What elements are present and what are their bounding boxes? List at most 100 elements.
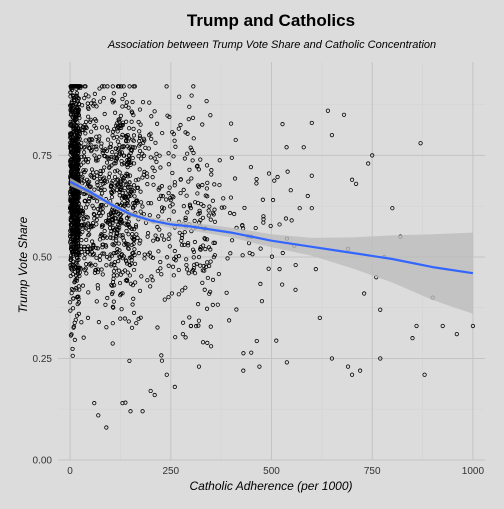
data-point bbox=[172, 183, 177, 188]
data-point bbox=[205, 180, 210, 185]
data-point bbox=[176, 292, 181, 297]
data-point bbox=[81, 217, 86, 222]
data-point bbox=[119, 125, 124, 131]
data-point bbox=[166, 162, 171, 167]
data-point bbox=[164, 372, 169, 377]
data-point bbox=[119, 307, 124, 312]
data-point bbox=[191, 84, 196, 89]
data-point bbox=[68, 300, 73, 305]
data-point bbox=[94, 144, 99, 149]
data-point bbox=[151, 182, 156, 187]
data-point bbox=[129, 242, 134, 248]
data-point bbox=[128, 409, 133, 414]
data-point bbox=[101, 95, 106, 101]
data-point bbox=[69, 172, 74, 177]
data-point bbox=[171, 256, 177, 261]
data-point bbox=[130, 187, 135, 193]
data-point bbox=[166, 151, 171, 156]
data-point bbox=[313, 267, 318, 272]
data-point bbox=[69, 267, 74, 272]
data-point bbox=[158, 266, 163, 271]
data-point bbox=[148, 388, 153, 394]
data-point bbox=[159, 353, 164, 358]
data-point bbox=[88, 173, 93, 178]
data-point bbox=[99, 202, 105, 208]
data-point bbox=[148, 254, 153, 259]
data-point bbox=[215, 302, 220, 307]
data-point bbox=[166, 191, 171, 196]
data-point bbox=[270, 197, 276, 203]
data-point bbox=[74, 231, 80, 236]
data-point bbox=[107, 225, 113, 231]
data-point bbox=[232, 211, 237, 217]
data-point bbox=[165, 113, 170, 118]
data-point bbox=[138, 142, 143, 147]
data-point bbox=[114, 231, 119, 236]
data-point bbox=[259, 299, 265, 304]
data-point bbox=[131, 144, 136, 150]
data-point bbox=[91, 206, 96, 211]
data-point bbox=[148, 284, 153, 289]
data-point bbox=[178, 177, 183, 182]
data-point bbox=[146, 201, 151, 206]
data-point bbox=[145, 231, 151, 236]
data-point bbox=[104, 244, 109, 249]
data-point bbox=[191, 255, 196, 260]
data-point bbox=[140, 99, 146, 105]
data-point bbox=[102, 187, 107, 192]
data-point bbox=[145, 278, 150, 283]
data-point bbox=[274, 338, 279, 343]
data-point bbox=[123, 194, 128, 199]
data-point bbox=[209, 168, 214, 173]
data-point bbox=[103, 147, 108, 152]
data-point bbox=[266, 171, 272, 176]
data-point bbox=[196, 364, 202, 369]
data-point bbox=[93, 125, 99, 131]
data-point bbox=[110, 129, 116, 134]
y-tick-label: 0.75 bbox=[33, 151, 53, 162]
data-point bbox=[203, 193, 208, 198]
data-point bbox=[118, 212, 124, 217]
data-point bbox=[418, 141, 423, 146]
data-point bbox=[107, 164, 112, 169]
data-point bbox=[200, 182, 205, 188]
data-point bbox=[148, 131, 153, 136]
data-point bbox=[74, 217, 79, 222]
data-point bbox=[128, 151, 133, 156]
data-point bbox=[184, 262, 189, 268]
data-point bbox=[94, 255, 99, 260]
data-point bbox=[94, 299, 99, 304]
data-point bbox=[228, 195, 234, 200]
data-point bbox=[182, 230, 187, 235]
data-point bbox=[225, 256, 230, 261]
data-point bbox=[82, 96, 87, 101]
data-point bbox=[141, 172, 146, 177]
data-point bbox=[329, 133, 335, 138]
data-point bbox=[161, 206, 167, 211]
data-point bbox=[122, 203, 127, 208]
data-point bbox=[358, 368, 363, 373]
data-point bbox=[97, 134, 102, 139]
data-point bbox=[133, 280, 138, 285]
data-point bbox=[111, 276, 116, 281]
data-point bbox=[118, 293, 123, 298]
data-point bbox=[196, 323, 201, 328]
data-point bbox=[198, 245, 203, 250]
data-point bbox=[136, 177, 141, 182]
data-point bbox=[97, 99, 103, 104]
data-point bbox=[88, 224, 93, 229]
data-point bbox=[70, 93, 76, 98]
data-point bbox=[87, 137, 92, 142]
data-point bbox=[149, 136, 154, 141]
data-point bbox=[75, 210, 80, 216]
data-point bbox=[159, 205, 165, 210]
data-point bbox=[131, 296, 136, 301]
data-point bbox=[100, 251, 105, 256]
data-point bbox=[127, 126, 132, 131]
data-point bbox=[105, 137, 111, 142]
data-point bbox=[138, 189, 143, 194]
data-point bbox=[113, 241, 118, 246]
data-point bbox=[194, 164, 200, 169]
data-point bbox=[111, 299, 116, 304]
data-point bbox=[182, 156, 187, 161]
